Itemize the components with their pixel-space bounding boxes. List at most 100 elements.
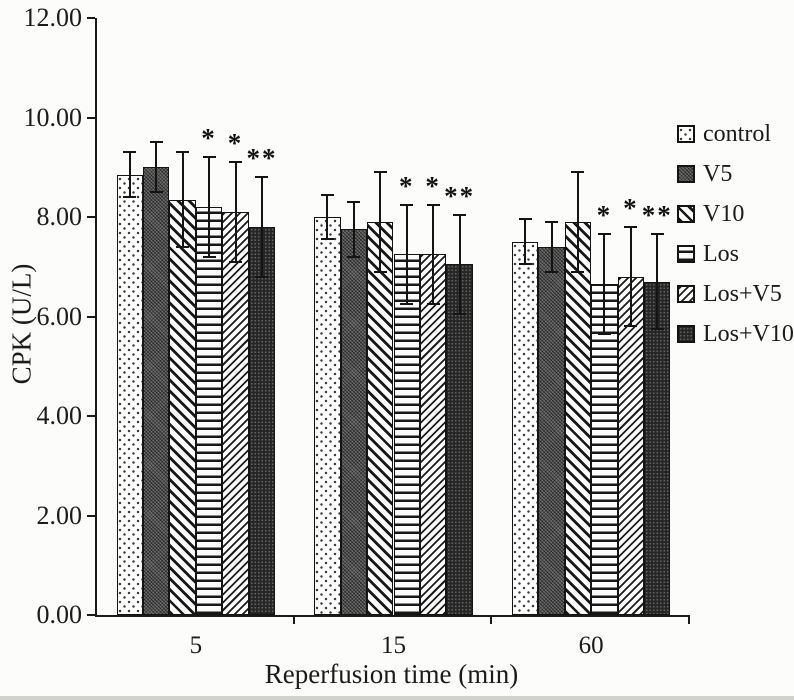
- y-tick-label: 6.00: [36, 301, 83, 331]
- error-bar-cap-bottom: [202, 255, 216, 258]
- bar-Los+V10-5: [248, 226, 276, 615]
- legend-item-V5: V5: [677, 161, 794, 186]
- legend-label: Los+V10: [703, 320, 794, 347]
- error-bar-cap-bottom: [123, 196, 137, 199]
- legend-swatch-dark-fine-icon: [677, 164, 695, 183]
- error-bar-cap-bottom: [597, 332, 611, 335]
- error-bar-cap-bottom: [400, 303, 414, 306]
- x-axis-tick: [292, 615, 295, 624]
- error-bar-cap-top: [624, 225, 638, 228]
- significance-marker: *: [227, 128, 244, 159]
- error-bar: [234, 162, 237, 262]
- significance-marker: *: [596, 200, 613, 231]
- bar-V5-60: [538, 246, 565, 615]
- error-bar-cap-bottom: [650, 327, 664, 330]
- y-tick-label: 2.00: [36, 500, 83, 530]
- x-category-label: 15: [380, 632, 406, 659]
- y-axis-tick: [87, 17, 95, 19]
- error-bar: [576, 172, 579, 272]
- error-bar-cap-bottom: [320, 238, 334, 241]
- bar-control-60: [511, 241, 539, 615]
- significance-marker: *: [201, 123, 217, 154]
- bar-Los+V10-60: [644, 281, 671, 615]
- y-tick-label: 12.00: [23, 3, 83, 32]
- error-bar: [524, 219, 527, 265]
- significance-marker: **: [641, 200, 673, 231]
- y-axis-tick: [87, 614, 95, 616]
- error-bar-cap-top: [229, 161, 242, 164]
- bar-control-15: [314, 217, 341, 615]
- x-category-label: 60: [578, 632, 604, 659]
- error-bar-cap-top: [518, 218, 532, 221]
- error-bar-cap-bottom: [426, 303, 440, 306]
- error-bar-cap-bottom: [229, 260, 242, 263]
- error-bar-cap-top: [202, 156, 216, 159]
- bar-Los-60: [591, 284, 618, 615]
- error-bar-cap-bottom: [255, 275, 269, 278]
- error-bar-cap-top: [400, 203, 414, 206]
- y-tick-label: 10.00: [23, 102, 83, 132]
- significance-marker: **: [444, 180, 476, 211]
- error-bar-cap-bottom: [518, 263, 532, 266]
- error-bar: [603, 234, 606, 334]
- error-bar-cap-bottom: [149, 191, 163, 194]
- error-bar-cap-bottom: [545, 270, 558, 273]
- legend: control V5 V10 Los Los+V5 Los+V10: [677, 121, 794, 361]
- error-bar-cap-top: [347, 201, 361, 204]
- error-bar-cap-top: [453, 213, 467, 216]
- y-axis-tick: [87, 315, 95, 318]
- x-axis-title: Reperfusion time (min): [264, 659, 519, 689]
- legend-item-Los: Los: [677, 241, 794, 266]
- error-bar: [458, 214, 461, 314]
- error-bar: [326, 194, 329, 240]
- error-bar-cap-top: [320, 193, 334, 196]
- bar-V10-60: [564, 221, 592, 615]
- legend-item-control: control: [677, 121, 794, 146]
- x-axis-tick: [688, 615, 690, 624]
- error-bar-cap-bottom: [571, 270, 585, 273]
- error-bar-cap-top: [123, 151, 137, 154]
- legend-swatch-diag-fwd-icon: [677, 284, 695, 303]
- error-bar-cap-bottom: [453, 313, 467, 315]
- significance-marker: **: [246, 143, 278, 174]
- error-bar: [155, 142, 158, 193]
- y-tick-label: 0.00: [36, 600, 83, 629]
- error-bar: [550, 221, 553, 272]
- error-bar-cap-bottom: [347, 255, 361, 258]
- legend-label: control: [703, 120, 771, 147]
- error-bar-cap-top: [255, 176, 269, 179]
- bar-V10-15: [367, 221, 394, 615]
- scan-edge-artifact: [0, 696, 794, 700]
- bar-V5-15: [340, 229, 368, 615]
- error-bar: [432, 204, 435, 305]
- error-bar-cap-top: [571, 171, 585, 174]
- plot-area: 0.00 2.00 4.00 6.00 8.00 10.00 12.00 5 15 60 * * * * *…: [24, 5, 690, 659]
- legend-item-Los+V10: Los+V10: [677, 321, 794, 346]
- significance-marker: *: [425, 170, 441, 201]
- x-category-label: 5: [189, 632, 203, 659]
- error-bar-cap-top: [650, 233, 664, 236]
- y-axis-tick: [87, 216, 95, 218]
- error-bar-cap-top: [373, 171, 387, 174]
- bar-Los+V5-5: [222, 212, 249, 615]
- legend-item-V10: V10: [677, 201, 794, 226]
- legend-label: Los: [703, 240, 739, 267]
- bar-control-5: [116, 174, 143, 615]
- y-axis-tick: [87, 116, 95, 119]
- significance-marker: *: [623, 192, 639, 223]
- error-bar-cap-bottom: [176, 245, 190, 248]
- bar-Los+V10-15: [446, 264, 473, 615]
- error-bar: [352, 202, 355, 257]
- error-bar-cap-top: [426, 203, 440, 206]
- error-bar-cap-top: [149, 141, 163, 144]
- legend-swatch-h-lines-icon: [677, 244, 695, 263]
- y-tick-label: 4.00: [36, 401, 83, 430]
- bar-V10-5: [169, 199, 196, 615]
- error-bar-cap-top: [176, 151, 190, 154]
- error-bar: [128, 152, 131, 198]
- legend-item-Los+V5: Los+V5: [677, 281, 794, 306]
- y-axis-tick: [87, 415, 95, 417]
- bar-Los-5: [195, 207, 223, 615]
- y-tick-label: 8.00: [36, 202, 83, 231]
